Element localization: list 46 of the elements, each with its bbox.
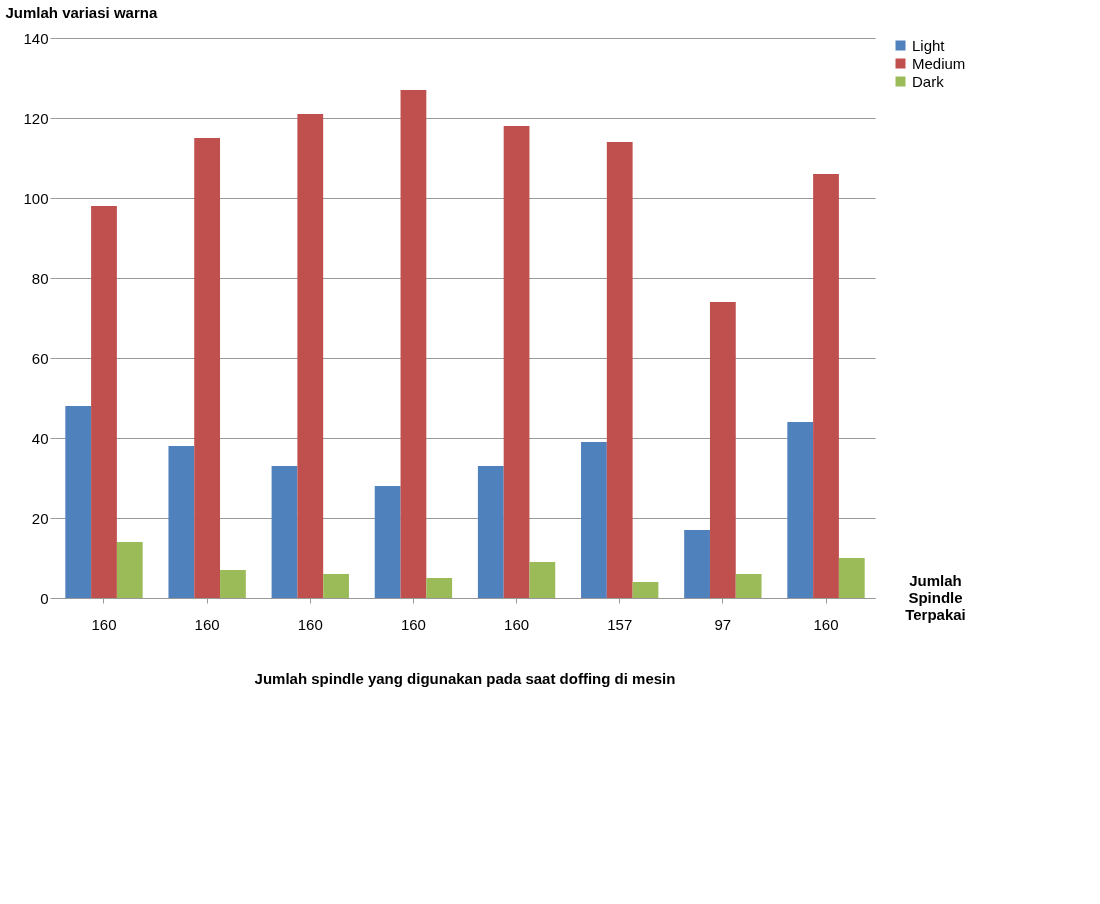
bar: [194, 138, 221, 598]
x-tick-label: 97: [714, 615, 732, 633]
y-axis-title: Jumlah variasi warna: [5, 3, 158, 21]
bar: [709, 302, 736, 598]
bar: [581, 442, 607, 598]
bar: [323, 574, 349, 598]
x-tick-label: 160: [504, 615, 530, 633]
y-tick-label: 60: [31, 349, 49, 367]
legend-label: Dark: [912, 72, 945, 90]
legend-label: Light: [912, 36, 946, 54]
x-tick-label: 160: [400, 615, 426, 633]
bar: [503, 126, 530, 598]
y-tick-label: 140: [23, 29, 49, 47]
y-tick-label: 20: [31, 509, 49, 527]
bar: [297, 114, 324, 598]
text: Jumlah spindle yang digunakan pada saat doffing di mesin: [254, 670, 676, 687]
bar: [374, 486, 401, 598]
x-axis-title: Jumlah Spindle Terpakai: [905, 571, 966, 623]
bar: [606, 142, 633, 598]
y-tick-label: 120: [23, 109, 49, 127]
bar: [91, 206, 117, 598]
bar: [426, 578, 453, 598]
y-tick-label: 100: [23, 189, 49, 207]
bar: [529, 562, 556, 598]
bar: [787, 422, 814, 598]
x-tick-label: 160: [194, 615, 220, 633]
legend-label: Medium: [912, 54, 966, 72]
bar: [813, 174, 839, 598]
bar: [220, 570, 246, 598]
bar: [684, 530, 710, 598]
bar: [632, 582, 659, 598]
x-tick-label: 160: [813, 615, 839, 633]
y-tick-label: 80: [31, 269, 49, 287]
y-tick-label: 0: [40, 589, 49, 607]
bar: [400, 90, 427, 598]
bar: [271, 466, 298, 598]
x-tick-label: 160: [297, 615, 323, 633]
y-tick-label: 40: [31, 429, 49, 447]
bar: [735, 574, 762, 598]
x-tick-label: 157: [607, 615, 633, 633]
bar: [477, 466, 504, 598]
x-tick-label: 160: [91, 615, 117, 633]
bar: [65, 406, 92, 598]
bar: [168, 446, 195, 598]
bar: [838, 558, 865, 598]
bar: [116, 542, 143, 598]
